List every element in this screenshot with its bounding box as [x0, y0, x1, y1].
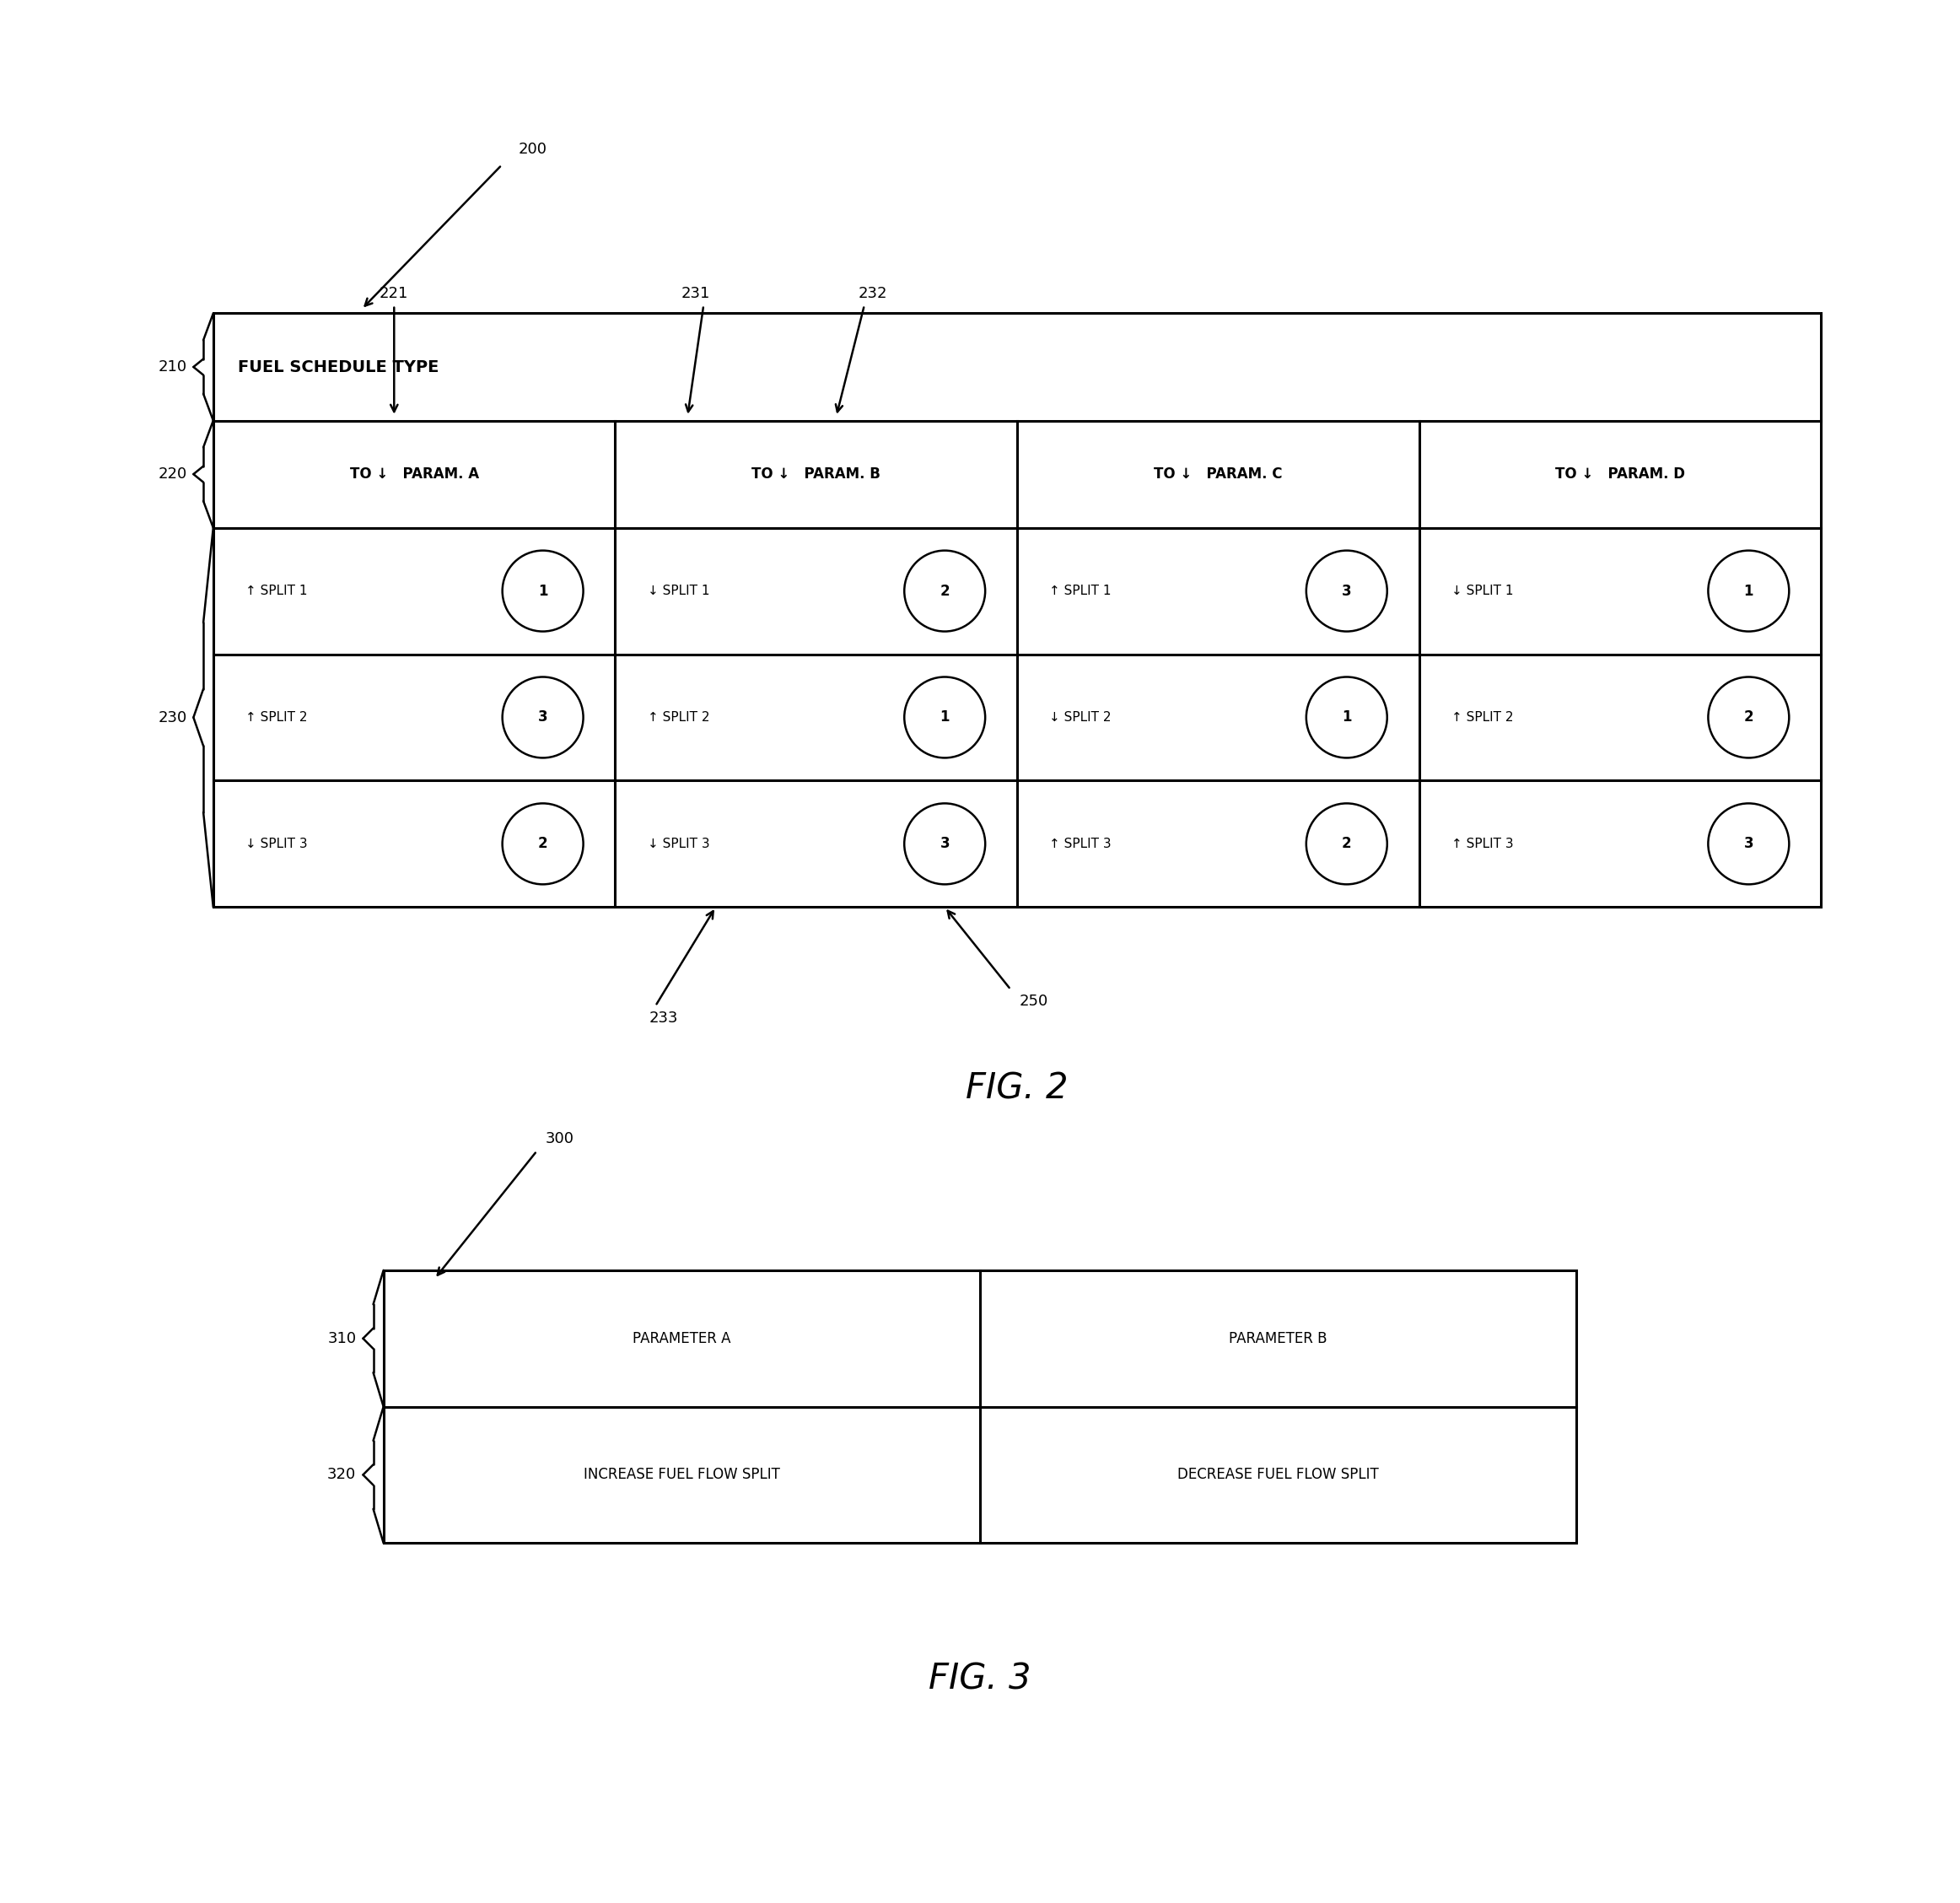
Text: 3: 3 — [1744, 835, 1754, 851]
Text: ↑ SPLIT 3: ↑ SPLIT 3 — [1450, 837, 1513, 851]
Text: 210: 210 — [159, 360, 186, 375]
Text: ↑ SPLIT 2: ↑ SPLIT 2 — [647, 712, 710, 723]
Bar — [214, 314, 1821, 908]
Text: TO ↓   PARAM. A: TO ↓ PARAM. A — [349, 466, 478, 481]
Text: FIG. 2: FIG. 2 — [966, 1071, 1068, 1106]
Text: 250: 250 — [1019, 993, 1049, 1009]
Text: TO ↓   PARAM. D: TO ↓ PARAM. D — [1554, 466, 1686, 481]
Text: 3: 3 — [941, 835, 951, 851]
Text: 1: 1 — [1744, 584, 1754, 599]
Text: ↓ SPLIT 3: ↓ SPLIT 3 — [245, 837, 308, 851]
Text: ↓ SPLIT 3: ↓ SPLIT 3 — [647, 837, 710, 851]
Text: ↑ SPLIT 1: ↑ SPLIT 1 — [245, 584, 308, 598]
Text: FIG. 3: FIG. 3 — [929, 1661, 1031, 1697]
Text: ↑ SPLIT 2: ↑ SPLIT 2 — [245, 712, 308, 723]
Text: 231: 231 — [680, 285, 710, 301]
Text: ↑ SPLIT 1: ↑ SPLIT 1 — [1049, 584, 1111, 598]
Text: ↓ SPLIT 1: ↓ SPLIT 1 — [647, 584, 710, 598]
Text: 230: 230 — [159, 710, 186, 725]
Text: 1: 1 — [1343, 710, 1352, 725]
Text: ↑ SPLIT 2: ↑ SPLIT 2 — [1450, 712, 1513, 723]
Bar — [384, 1271, 1576, 1543]
Text: 320: 320 — [327, 1467, 357, 1482]
Text: ↓ SPLIT 2: ↓ SPLIT 2 — [1049, 712, 1111, 723]
Text: DECREASE FUEL FLOW SPLIT: DECREASE FUEL FLOW SPLIT — [1178, 1467, 1380, 1482]
Text: ↓ SPLIT 1: ↓ SPLIT 1 — [1450, 584, 1513, 598]
Text: 232: 232 — [858, 285, 888, 301]
Text: 2: 2 — [537, 835, 547, 851]
Text: 310: 310 — [327, 1330, 357, 1345]
Text: 2: 2 — [1744, 710, 1754, 725]
Text: PARAMETER A: PARAMETER A — [633, 1330, 731, 1345]
Text: TO ↓   PARAM. B: TO ↓ PARAM. B — [753, 466, 880, 481]
Text: 3: 3 — [1343, 584, 1352, 599]
Text: ↑ SPLIT 3: ↑ SPLIT 3 — [1049, 837, 1111, 851]
Text: TO ↓   PARAM. C: TO ↓ PARAM. C — [1154, 466, 1282, 481]
Text: 221: 221 — [380, 285, 408, 301]
Text: 233: 233 — [649, 1010, 678, 1026]
Text: 3: 3 — [537, 710, 547, 725]
Text: 2: 2 — [1343, 835, 1352, 851]
Text: PARAMETER B: PARAMETER B — [1229, 1330, 1327, 1345]
Text: INCREASE FUEL FLOW SPLIT: INCREASE FUEL FLOW SPLIT — [584, 1467, 780, 1482]
Text: 300: 300 — [545, 1132, 574, 1148]
Text: FUEL SCHEDULE TYPE: FUEL SCHEDULE TYPE — [237, 360, 439, 375]
Text: 220: 220 — [159, 466, 186, 481]
Text: 200: 200 — [517, 141, 547, 156]
Text: 2: 2 — [941, 584, 951, 599]
Text: 1: 1 — [537, 584, 547, 599]
Text: 1: 1 — [941, 710, 949, 725]
